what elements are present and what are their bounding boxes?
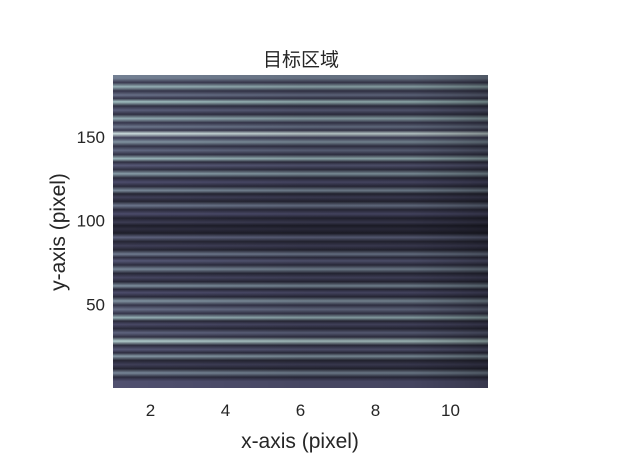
y-tick-label: 100 <box>77 212 105 231</box>
y-tick-label: 50 <box>86 295 105 314</box>
y-tick-label: 150 <box>77 128 105 147</box>
y-axis-ticks: 50 100 150 <box>77 128 105 314</box>
x-axis-ticks: 2 4 6 8 10 <box>146 401 460 420</box>
x-tick-label: 6 <box>296 401 305 420</box>
y-axis-label: y-axis (pixel) <box>47 173 70 291</box>
x-axis-label: x-axis (pixel) <box>241 430 359 453</box>
x-tick-label: 4 <box>221 401 230 420</box>
plot-area <box>113 75 488 388</box>
x-tick-label: 10 <box>441 401 460 420</box>
chart-title: 目标区域 <box>263 49 339 71</box>
x-tick-label: 2 <box>146 401 155 420</box>
heatmap-right-darkening <box>113 75 488 388</box>
x-tick-label: 8 <box>371 401 380 420</box>
